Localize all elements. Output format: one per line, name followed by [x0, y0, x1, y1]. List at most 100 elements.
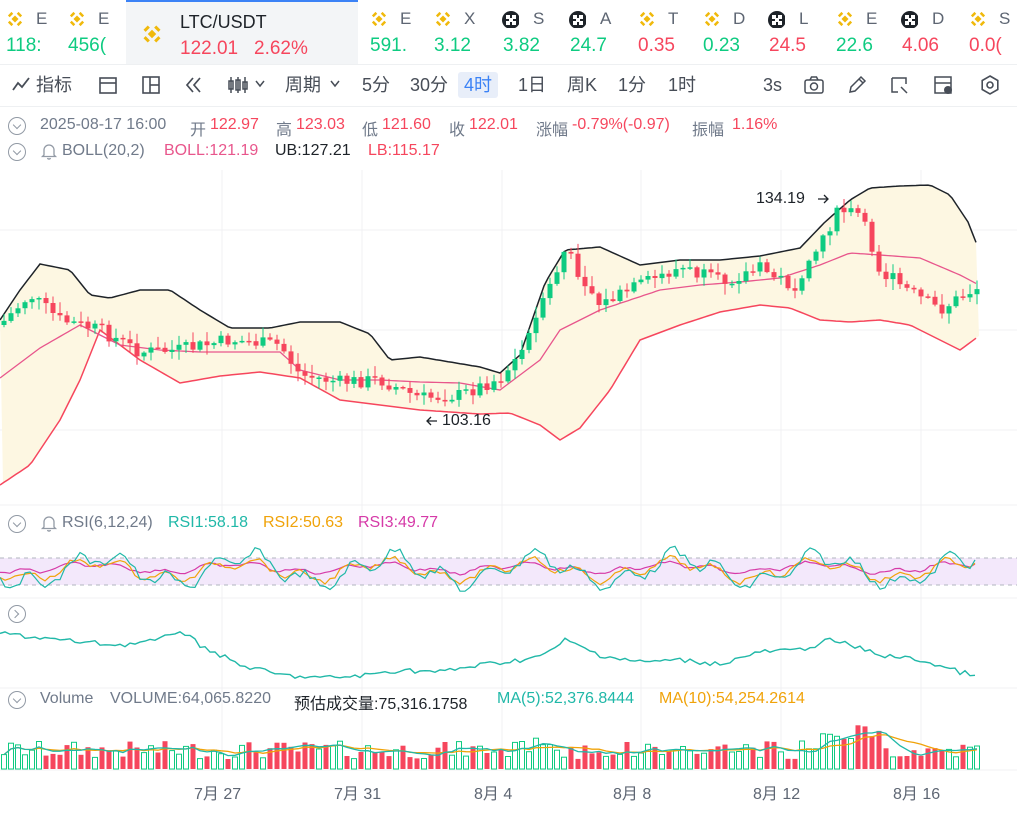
volume-bar	[743, 744, 749, 770]
candle	[218, 335, 224, 344]
volume-bar	[946, 748, 952, 770]
volume-bar	[92, 756, 98, 770]
ticker-item[interactable]: S 0.0(	[963, 0, 1017, 64]
interval-5分[interactable]: 5分	[362, 75, 391, 95]
camera-icon[interactable]	[803, 74, 825, 96]
ticker-price: 24.7	[570, 35, 607, 56]
ticker-item[interactable]: E 591.	[364, 0, 420, 64]
indicators-button[interactable]: 指标	[36, 75, 72, 95]
ticker-item[interactable]: L 24.5	[763, 0, 819, 64]
ticker-strip: LTC/USDT 122.01 2.62% E 118: E 456(E 591. X 3.…	[0, 0, 1017, 65]
ohlc-close: 122.01	[469, 116, 518, 133]
volume-bar	[967, 746, 973, 770]
candle	[8, 313, 14, 321]
volume-bar	[645, 743, 651, 770]
collapse-toggle-icon[interactable]	[8, 691, 26, 709]
candle	[701, 269, 707, 278]
candle	[498, 381, 504, 383]
ticker-item[interactable]: D 4.06	[896, 0, 952, 64]
draw-tools-icon[interactable]	[888, 74, 910, 96]
volume-bars-group	[1, 725, 980, 770]
bell-icon[interactable]	[40, 514, 58, 532]
interval-4时[interactable]: 4时	[458, 72, 499, 98]
collapse-toggle-icon[interactable]	[8, 117, 26, 135]
candle	[729, 283, 735, 286]
candle	[449, 399, 455, 402]
ticker-item[interactable]: D 0.23	[697, 0, 753, 64]
ticker-item[interactable]: T 0.35	[632, 0, 688, 64]
candle	[974, 289, 980, 295]
period-dropdown[interactable]: 周期	[285, 75, 321, 95]
high-price-marker: 134.19	[756, 190, 805, 207]
volume-bar	[309, 744, 315, 769]
calendar-icon[interactable]	[97, 74, 119, 96]
volume-bar	[729, 751, 735, 770]
candle	[57, 313, 63, 316]
candle	[582, 276, 588, 287]
candle	[183, 342, 189, 345]
ticker-price: 24.5	[769, 35, 806, 56]
candle	[953, 296, 959, 307]
chevron-down-icon[interactable]	[254, 78, 276, 100]
candle	[890, 273, 896, 280]
indicators-icon[interactable]	[10, 74, 32, 96]
volume-bar	[512, 741, 518, 770]
volume-bar	[939, 750, 945, 769]
rsi1-line	[0, 545, 976, 592]
candle	[288, 351, 294, 364]
ticker-item[interactable]: X 3.12	[428, 0, 484, 64]
volume-bar	[666, 751, 672, 769]
interval-1时[interactable]: 1时	[668, 75, 697, 95]
layout-icon[interactable]	[140, 74, 162, 96]
ticker-item[interactable]: E 118:	[0, 0, 52, 64]
candle	[414, 392, 420, 396]
collapse-toggle-icon[interactable]	[8, 515, 26, 533]
refresh-rate[interactable]: 3s	[763, 75, 783, 95]
expand-toggle-icon[interactable]	[8, 605, 26, 623]
candle	[106, 324, 112, 342]
chart-settings-icon[interactable]	[932, 74, 954, 96]
volume-bar	[211, 749, 217, 770]
pencil-icon[interactable]	[846, 74, 868, 96]
ticker-item[interactable]: S 3.82	[497, 0, 553, 64]
interval-周K[interactable]: 周K	[567, 75, 598, 95]
volume-bar	[190, 744, 196, 769]
checker-coin-icon	[502, 11, 519, 28]
interval-1日[interactable]: 1日	[518, 75, 547, 95]
volume-bar	[8, 742, 14, 770]
volume-bar	[561, 756, 567, 770]
ticker-symbol: E	[866, 9, 878, 28]
volume-bar	[29, 749, 35, 770]
candle	[757, 262, 763, 272]
candlestick-type-icon[interactable]	[226, 74, 248, 96]
candle	[939, 304, 945, 314]
candle	[22, 302, 28, 309]
candle	[379, 377, 385, 386]
ticker-item[interactable]: E 456(	[62, 0, 114, 64]
volume-bar	[575, 758, 581, 769]
ticker-item[interactable]: A 24.7	[564, 0, 620, 64]
volume-bar	[386, 756, 392, 769]
active-ticker-tab[interactable]: LTC/USDT 122.01 2.62%	[126, 0, 358, 64]
ticker-item[interactable]: E 22.6	[830, 0, 886, 64]
candle	[372, 376, 378, 378]
replay-icon[interactable]	[183, 74, 205, 96]
volume-bar	[540, 744, 546, 770]
bell-icon[interactable]	[40, 142, 58, 160]
candle	[456, 390, 462, 400]
chevron-down-icon[interactable]	[329, 78, 351, 100]
candle	[820, 235, 826, 252]
candle	[344, 375, 350, 384]
interval-1分[interactable]: 1分	[618, 75, 647, 95]
volume-bar	[883, 748, 889, 769]
candle	[813, 251, 819, 261]
collapse-toggle-icon[interactable]	[8, 143, 26, 161]
ticker-price: 4.06	[902, 35, 939, 56]
candle	[652, 276, 658, 278]
interval-30分[interactable]: 30分	[410, 75, 449, 95]
volume-bar	[155, 752, 161, 769]
ticker-price: 591.	[370, 35, 407, 56]
volume-bar	[799, 740, 805, 770]
gear-icon[interactable]	[979, 74, 1001, 96]
